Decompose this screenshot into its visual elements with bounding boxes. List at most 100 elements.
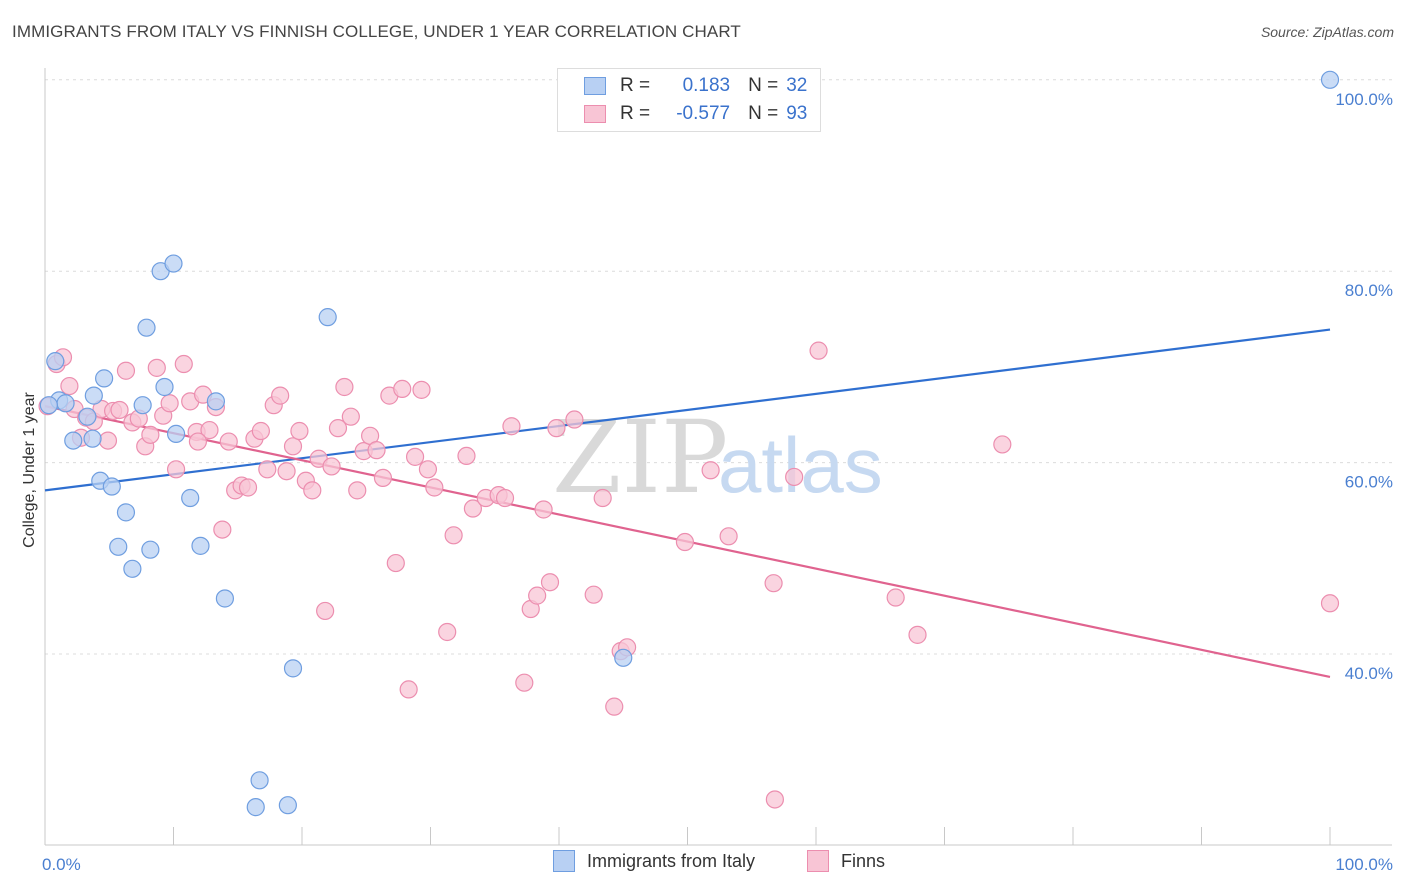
italy-point: [40, 397, 57, 414]
finns-point: [342, 408, 359, 425]
italy-point: [117, 504, 134, 521]
finns-point: [542, 574, 559, 591]
italy-point: [134, 397, 151, 414]
finns-point: [189, 433, 206, 450]
y-tick-label: 40.0%: [1345, 664, 1393, 683]
italy-point: [247, 799, 264, 816]
italy-point: [1322, 71, 1339, 88]
italy-point: [216, 590, 233, 607]
finns-point: [909, 626, 926, 643]
finns-point: [887, 589, 904, 606]
italy-point: [285, 660, 302, 677]
italy-point: [138, 319, 155, 336]
finns-point: [676, 534, 693, 551]
finns-point: [323, 458, 340, 475]
finns-point: [304, 482, 321, 499]
italy-point: [182, 490, 199, 507]
italy-point: [103, 478, 120, 495]
finns-point: [336, 378, 353, 395]
finns-point: [419, 461, 436, 478]
finns-point: [786, 468, 803, 485]
finns-point: [594, 490, 611, 507]
finns-point: [61, 378, 78, 395]
finns-point: [720, 528, 737, 545]
finns-point: [272, 387, 289, 404]
legend-swatch-finns: [584, 105, 606, 123]
finns-point: [259, 461, 276, 478]
legend-row-italy: R = 0.183 N = 32: [558, 72, 807, 100]
finns-point: [535, 501, 552, 518]
legend-n-label: N =: [748, 75, 778, 97]
finns-point: [516, 674, 533, 691]
series-swatch-finns: [807, 850, 829, 872]
legend-r-value: 0.183: [672, 75, 730, 97]
series-legend-italy: Immigrants from Italy: [553, 850, 755, 872]
legend-row-finns: R = -0.577 N = 93: [558, 100, 807, 128]
finns-point: [349, 482, 366, 499]
italy-point: [65, 432, 82, 449]
italy-point: [615, 649, 632, 666]
finns-point: [111, 401, 128, 418]
finns-point: [458, 447, 475, 464]
finns-point: [394, 380, 411, 397]
finns-point: [148, 359, 165, 376]
italy-point: [319, 309, 336, 326]
italy-point: [207, 393, 224, 410]
legend-n-value: 32: [786, 75, 807, 97]
finns-point: [407, 448, 424, 465]
finns-point: [142, 426, 159, 443]
finns-point: [994, 436, 1011, 453]
finns-point: [240, 479, 257, 496]
finns-point: [548, 420, 565, 437]
legend-n-value: 93: [786, 103, 807, 125]
series-legend: Immigrants from Italy Finns: [0, 850, 1406, 880]
italy-point: [251, 772, 268, 789]
legend-r-value: -0.577: [656, 103, 730, 125]
finns-point: [168, 461, 185, 478]
finns-point: [278, 463, 295, 480]
finns-point: [175, 356, 192, 373]
finns-point: [765, 575, 782, 592]
series-label-italy: Immigrants from Italy: [587, 851, 755, 872]
italy-point: [110, 538, 127, 555]
finns-point: [766, 791, 783, 808]
finns-point: [585, 586, 602, 603]
italy-point: [165, 255, 182, 272]
finns-point: [503, 418, 520, 435]
italy-point: [192, 537, 209, 554]
y-tick-label: 80.0%: [1345, 281, 1393, 300]
finns-point: [368, 442, 385, 459]
finns-point: [214, 521, 231, 538]
finns-point: [413, 381, 430, 398]
finns-point: [374, 469, 391, 486]
correlation-legend: R = 0.183 N = 32 R = -0.577 N = 93: [557, 68, 821, 132]
italy-point: [124, 560, 141, 577]
finns-point: [285, 438, 302, 455]
watermark-atlas: atlas: [718, 421, 883, 509]
italy-point: [79, 408, 96, 425]
italy-point: [84, 430, 101, 447]
y-tick-label: 100.0%: [1335, 90, 1393, 109]
finns-point: [117, 362, 134, 379]
finns-point: [252, 423, 269, 440]
y-tick-label: 60.0%: [1345, 473, 1393, 492]
finns-point: [702, 462, 719, 479]
finns-point: [291, 423, 308, 440]
finns-point: [445, 527, 462, 544]
italy-point: [96, 370, 113, 387]
finns-point: [1322, 595, 1339, 612]
italy-point: [47, 353, 64, 370]
legend-swatch-italy: [584, 77, 606, 95]
italy-point: [156, 378, 173, 395]
series-label-finns: Finns: [841, 851, 885, 872]
finns-point: [387, 555, 404, 572]
legend-n-label: N =: [748, 103, 778, 125]
finns-point: [566, 411, 583, 428]
finns-point: [426, 479, 443, 496]
legend-r-label: R =: [620, 103, 650, 125]
series-legend-finns: Finns: [807, 850, 885, 872]
finns-point: [439, 623, 456, 640]
scatter-chart: ZIP atlas 40.0%60.0%80.0%100.0%0.0% 100.0…: [0, 0, 1406, 892]
italy-point: [142, 541, 159, 558]
finns-point: [317, 602, 334, 619]
